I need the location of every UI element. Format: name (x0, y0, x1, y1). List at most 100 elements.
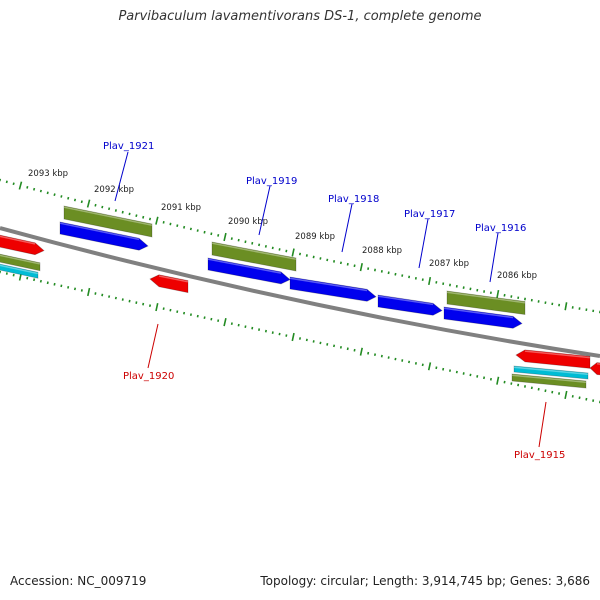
feature-plav-1916-gene[interactable] (446, 290, 526, 315)
feature-highlight (0, 264, 39, 275)
inner-minor-tick (108, 295, 111, 298)
outer-minor-tick (435, 281, 438, 284)
outer-minor-tick (53, 193, 56, 197)
feature-highlight (63, 206, 153, 226)
gene-label-plav-1917[interactable]: Plav_1917 (404, 209, 455, 220)
outer-minor-tick (5, 180, 8, 184)
outer-minor-tick (46, 191, 49, 195)
inner-minor-tick (373, 353, 377, 357)
feature-plav-1919-gene[interactable] (211, 241, 297, 272)
outer-minor-tick (176, 224, 179, 228)
inner-minor-tick (33, 278, 36, 282)
inner-minor-tick (264, 329, 267, 333)
outer-major-tick (18, 181, 23, 190)
inner-minor-tick (367, 351, 370, 355)
outer-minor-tick (251, 241, 254, 245)
outer-major-tick (86, 199, 91, 208)
feature-right-edge-cds[interactable] (589, 362, 600, 376)
outer-minor-tick (298, 252, 302, 256)
inner-minor-tick (401, 359, 404, 362)
feature-highlight (158, 275, 189, 283)
outer-minor-tick (237, 238, 240, 242)
map-title: Parvibaculum lavamentivorans DS-1, compl… (118, 9, 482, 24)
outer-minor-tick (101, 205, 104, 209)
feature-left-edge-gene[interactable] (0, 252, 41, 272)
inner-minor-tick (278, 332, 281, 336)
outer-minor-tick (135, 214, 138, 218)
gene-label-plav-1915[interactable]: Plav_1915 (514, 450, 565, 461)
inner-minor-tick (94, 292, 97, 295)
outer-minor-tick (80, 200, 83, 204)
feature-plav-1915-cds[interactable] (515, 349, 591, 369)
inner-minor-tick (244, 325, 247, 328)
inner-minor-tick (476, 375, 479, 378)
feature-left-edge-cds[interactable] (0, 233, 45, 256)
outer-minor-tick (230, 237, 233, 240)
feature-plav-1921-gene[interactable] (63, 205, 153, 238)
inner-minor-tick (26, 276, 29, 280)
feature-plav-1919-cds[interactable] (207, 257, 291, 285)
outer-minor-tick (258, 243, 261, 247)
feature-plav-1915-rna[interactable] (513, 365, 589, 380)
outer-minor-tick (305, 254, 308, 257)
outer-major-tick (155, 216, 159, 225)
feature-highlight (289, 277, 368, 292)
inner-minor-tick (189, 313, 192, 316)
inner-minor-tick (414, 362, 417, 365)
outer-minor-tick (401, 274, 404, 277)
outer-minor-tick (128, 212, 131, 216)
feature-track (0, 205, 600, 389)
inner-minor-tick (319, 341, 322, 345)
callout-line-plav-1920 (147, 323, 159, 369)
feature-plav-1921-cds[interactable] (59, 221, 149, 251)
outer-minor-tick (387, 271, 390, 275)
inner-minor-tick (333, 344, 336, 348)
inner-minor-tick (483, 376, 486, 380)
outer-minor-tick (210, 232, 213, 236)
inner-minor-tick (73, 287, 77, 291)
inner-minor-tick (67, 286, 70, 289)
gene-label-plav-1920[interactable]: Plav_1920 (123, 371, 174, 382)
outer-minor-tick (26, 185, 29, 189)
outer-minor-tick (94, 203, 97, 207)
inner-minor-tick (12, 273, 15, 277)
inner-minor-tick (217, 319, 220, 322)
feature-plav-1917-cds[interactable] (377, 294, 443, 316)
outer-minor-tick (394, 272, 397, 276)
outer-minor-tick (469, 287, 472, 291)
gene-label-plav-1916[interactable]: Plav_1916 (475, 223, 526, 234)
feature-plav-1920-cds[interactable] (149, 274, 189, 294)
callout-line-plav-1919 (258, 185, 271, 236)
feature-highlight (59, 222, 140, 241)
inner-minor-tick (421, 363, 424, 367)
feature-plav-1916-cds[interactable] (443, 306, 523, 329)
outer-minor-tick (33, 187, 36, 191)
feature-highlight (524, 350, 591, 359)
feature-plav-1918-cds[interactable] (289, 276, 377, 302)
feature-highlight (513, 366, 589, 375)
outer-minor-tick (12, 182, 15, 186)
outer-minor-tick (333, 260, 336, 263)
outer-minor-tick (353, 264, 356, 268)
inner-minor-tick (203, 316, 206, 319)
outer-minor-tick (544, 301, 547, 304)
gene-label-plav-1921[interactable]: Plav_1921 (103, 141, 154, 152)
genome-backbone (0, 226, 600, 358)
outer-minor-tick (217, 234, 220, 237)
gene-label-plav-1919[interactable]: Plav_1919 (246, 176, 297, 187)
feature-left-edge-rna[interactable] (0, 262, 39, 279)
outer-minor-tick (203, 230, 206, 234)
inner-major-tick (291, 332, 295, 342)
gene-label-plav-1918[interactable]: Plav_1918 (328, 194, 379, 205)
feature-highlight (207, 258, 282, 274)
outer-minor-tick (114, 209, 117, 212)
inner-tick-ring (0, 270, 600, 404)
tick-label-2090: 2090 kbp (228, 217, 268, 227)
inner-minor-tick (353, 348, 356, 352)
outer-minor-tick (339, 261, 342, 265)
inner-major-tick (223, 318, 227, 327)
inner-minor-tick (46, 281, 49, 285)
feature-plav-1915-gene[interactable] (511, 373, 587, 389)
inner-minor-tick (196, 314, 199, 318)
